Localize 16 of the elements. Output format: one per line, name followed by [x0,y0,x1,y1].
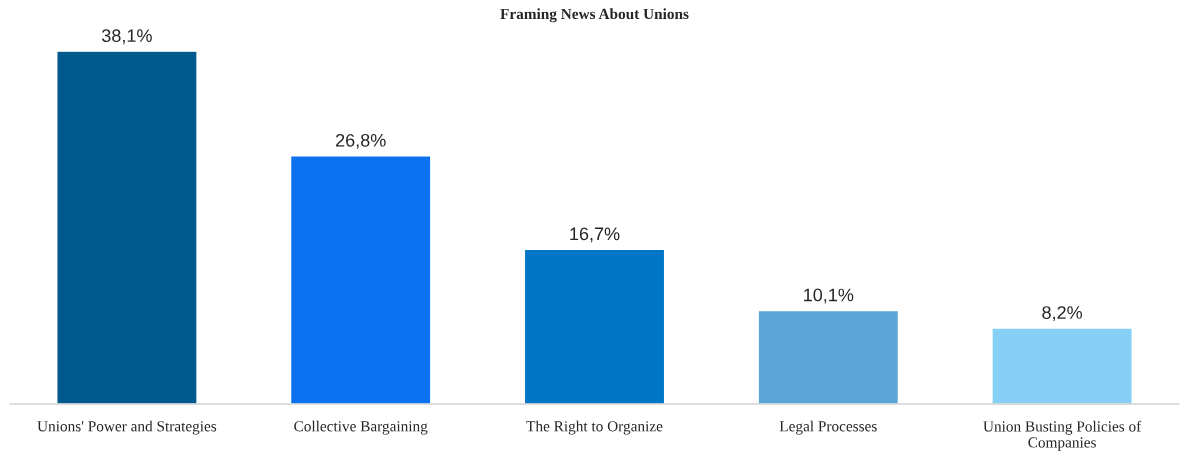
data-label: 10,1% [804,288,854,304]
x-tick-label: Unions' Power and Strategies [37,420,217,435]
bar [523,248,666,404]
x-tick-label: Union Busting Policies of Companies [983,420,1142,451]
bar [757,309,900,404]
chart-title: Framing News About Unions [500,8,689,23]
data-label: 38,1% [101,29,152,45]
bar [289,155,432,404]
bar [56,50,198,404]
bar [991,327,1133,404]
x-tick-label: The Right to Organize [526,420,663,435]
x-tick-label: Legal Processes [779,420,877,435]
x-tick-label: Collective Bargaining [294,420,428,435]
data-label: 26,8% [336,133,386,149]
data-label: 8,2% [1042,306,1083,322]
data-label: 16,7% [570,227,620,243]
